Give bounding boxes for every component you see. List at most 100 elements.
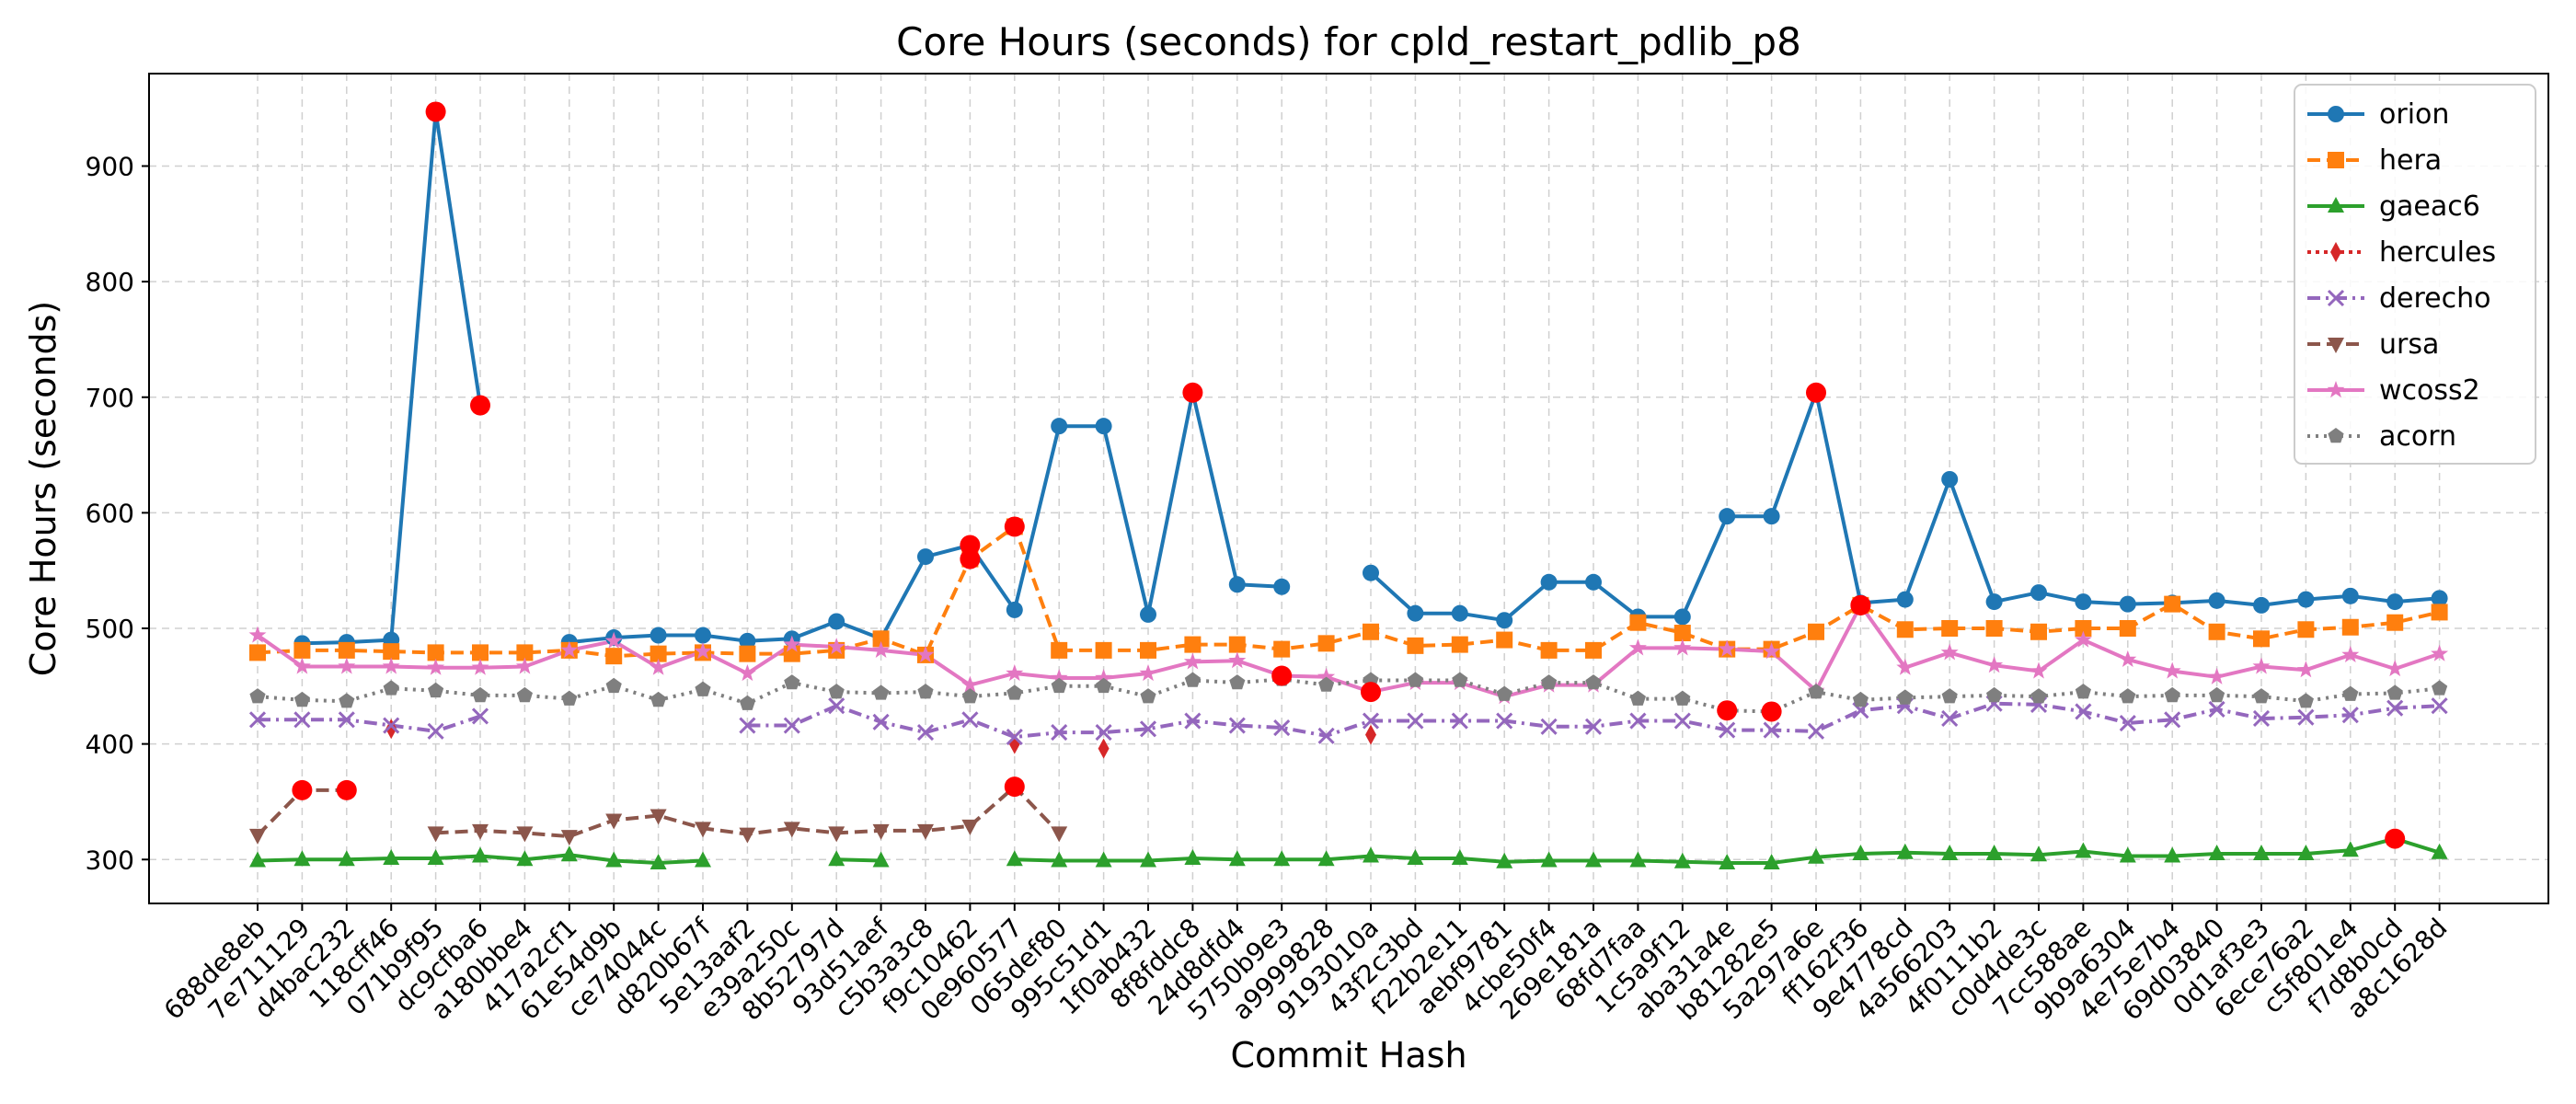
data-point-orion [1941, 470, 1959, 488]
highlight-point-wcoss2 [1850, 594, 1871, 615]
data-point-gaeac6 [1407, 849, 1424, 866]
data-point-derecho [872, 713, 890, 730]
data-point-derecho [338, 711, 355, 729]
data-point-acorn [1407, 672, 1423, 687]
legend-label-wcoss2: wcoss2 [2379, 374, 2480, 407]
data-point-acorn [873, 684, 890, 700]
data-point-orion [2386, 593, 2404, 611]
data-point-hera [1451, 636, 1468, 653]
legend-label-ursa: ursa [2379, 328, 2439, 361]
data-point-hera [1051, 641, 1068, 659]
data-point-hera [427, 644, 444, 661]
data-point-orion [1006, 601, 1023, 618]
data-point-derecho [1184, 712, 1202, 730]
data-point-acorn [917, 684, 934, 699]
y-axis-label: Core Hours (seconds) [23, 301, 63, 676]
data-point-gaeac6 [383, 849, 400, 866]
data-point-wcoss2 [2431, 644, 2449, 661]
data-point-gaeac6 [1496, 852, 1513, 868]
data-point-wcoss2 [1050, 669, 1068, 686]
data-point-ursa [783, 822, 800, 838]
data-point-derecho [1941, 709, 1959, 728]
data-point-acorn [605, 677, 622, 694]
data-point-acorn [2030, 688, 2047, 704]
data-point-hera [739, 645, 756, 662]
highlight-point-acorn [1717, 700, 1738, 721]
legend-frame [2294, 84, 2536, 465]
data-point-derecho [1629, 712, 1647, 730]
data-point-gaeac6 [1763, 854, 1780, 870]
data-point-acorn [2209, 686, 2225, 703]
data-point-derecho [293, 711, 311, 729]
data-point-acorn [2120, 688, 2136, 704]
data-point-wcoss2 [1718, 639, 1736, 657]
data-point-ursa [472, 823, 489, 840]
data-point-orion [1228, 576, 1246, 593]
data-point-derecho [2431, 697, 2448, 715]
data-point-gaeac6 [2341, 841, 2359, 857]
legend: orion hera gaeac6 hercules derecho ursa wcoss2… [2294, 84, 2536, 465]
data-point-acorn [1585, 674, 1602, 690]
data-point-derecho [1228, 717, 1246, 734]
legend-label-acorn: acorn [2379, 420, 2456, 453]
data-point-derecho [2341, 707, 2359, 724]
data-point-derecho [1719, 721, 1736, 739]
data-point-acorn [1808, 684, 1824, 699]
data-point-gaeac6 [1363, 846, 1379, 863]
data-point-acorn [428, 682, 444, 698]
data-point-acorn [1006, 684, 1023, 700]
highlight-point-orion [1182, 382, 1203, 403]
data-point-wcoss2 [872, 640, 891, 658]
data-point-derecho [471, 707, 489, 725]
data-point-hera [472, 644, 489, 661]
data-point-derecho [248, 711, 267, 729]
data-point-derecho [1407, 712, 1424, 730]
data-point-wcoss2 [2208, 667, 2226, 684]
data-point-gaeac6 [1051, 851, 1068, 868]
data-point-orion [1095, 418, 1112, 435]
data-point-hera [1985, 620, 2003, 638]
data-point-orion [1140, 605, 1156, 623]
data-point-wcoss2 [1940, 643, 1959, 661]
data-point-hera [1184, 636, 1202, 653]
data-point-gaeac6 [2431, 843, 2448, 859]
data-point-ursa [1051, 826, 1068, 843]
data-point-hera [293, 641, 311, 659]
data-point-orion [1273, 578, 1291, 595]
data-point-gaeac6 [1317, 850, 1335, 867]
data-point-ursa [427, 826, 444, 843]
data-point-wcoss2 [427, 658, 445, 675]
data-point-derecho [1540, 718, 1558, 735]
data-point-hera [2164, 595, 2181, 613]
data-point-acorn [2432, 680, 2448, 696]
data-point-derecho [916, 724, 935, 742]
data-point-orion [1719, 508, 1736, 525]
data-point-hera [2075, 620, 2092, 638]
data-point-wcoss2 [2386, 660, 2404, 677]
data-point-acorn [1496, 685, 1512, 701]
data-point-wcoss2 [382, 657, 400, 674]
data-point-gaeac6 [2297, 844, 2315, 860]
data-point-orion [1051, 418, 1068, 435]
highlight-point-orion [470, 395, 490, 416]
data-point-derecho [2386, 699, 2404, 717]
data-point-acorn [561, 690, 578, 706]
data-point-gaeac6 [1540, 851, 1558, 868]
series-line-gaeac6 [836, 857, 881, 863]
data-point-gaeac6 [1095, 851, 1112, 868]
data-point-acorn [1941, 688, 1958, 704]
data-point-gaeac6 [427, 849, 444, 866]
data-point-acorn [961, 688, 978, 704]
highlight-point-ursa [336, 779, 357, 800]
data-point-wcoss2 [694, 642, 712, 660]
data-point-wcoss2 [338, 657, 356, 674]
data-point-ursa [872, 823, 890, 840]
data-point-gaeac6 [1808, 847, 1824, 864]
data-point-gaeac6 [1273, 850, 1291, 867]
data-point-derecho [2164, 711, 2181, 729]
data-point-derecho [1673, 712, 1691, 730]
data-point-acorn [2297, 693, 2314, 708]
data-point-hera [338, 641, 355, 659]
data-point-acorn [2253, 688, 2270, 704]
data-point-wcoss2 [916, 645, 935, 662]
